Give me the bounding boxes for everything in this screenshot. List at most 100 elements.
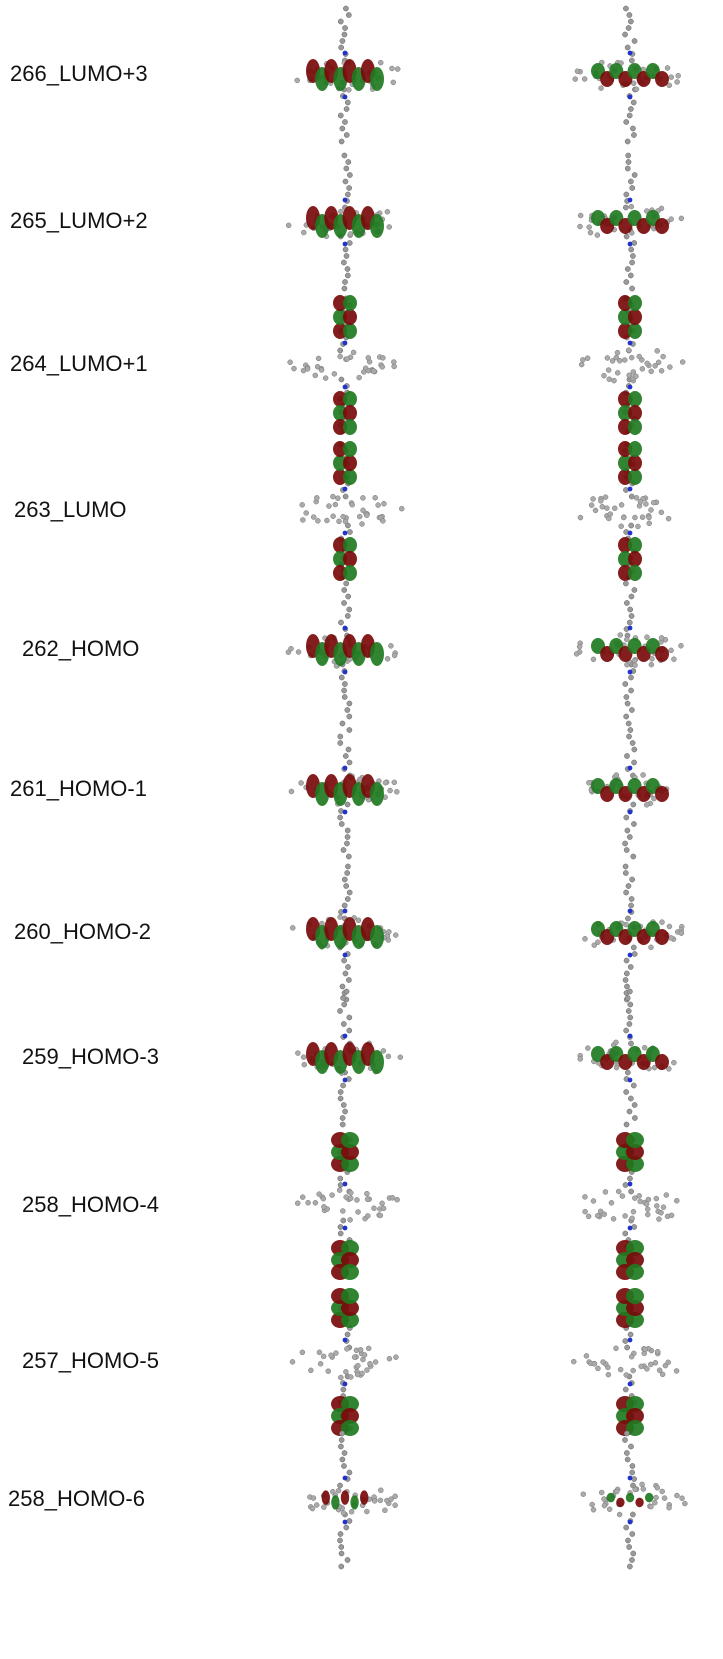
atom — [340, 1209, 345, 1214]
nitrogen — [628, 51, 633, 56]
atom — [339, 821, 344, 826]
atom — [345, 192, 350, 197]
atom — [381, 501, 386, 506]
atom — [317, 1350, 322, 1355]
atom — [648, 1362, 653, 1367]
atom — [301, 230, 306, 235]
atom — [633, 663, 638, 668]
orbital-label: 263_LUMO — [14, 497, 127, 522]
molecule — [307, 1431, 397, 1569]
nitrogen — [343, 385, 348, 390]
atom — [628, 903, 633, 908]
atom — [632, 747, 637, 752]
atom — [630, 1470, 635, 1475]
atom — [360, 495, 365, 500]
atom — [339, 1437, 344, 1442]
molecule — [573, 6, 681, 144]
nitrogen — [628, 385, 633, 390]
orbital-lobe — [626, 1264, 644, 1280]
atom — [337, 1538, 342, 1543]
atom — [348, 231, 353, 236]
atom — [676, 73, 681, 78]
atom — [631, 1209, 636, 1214]
atom — [342, 903, 347, 908]
atom — [340, 984, 345, 989]
atom — [345, 834, 350, 839]
nitrogen — [628, 766, 633, 771]
orbital-lobe — [655, 1054, 669, 1070]
orbital-lobe — [343, 565, 357, 581]
atom — [654, 1196, 659, 1201]
atom — [630, 253, 635, 258]
atom — [649, 945, 654, 950]
atom — [628, 19, 633, 24]
atom — [679, 216, 684, 221]
atom — [591, 1199, 596, 1204]
orbital-lobe — [626, 1288, 644, 1304]
atom — [378, 60, 383, 65]
atom — [624, 600, 629, 605]
atom — [629, 58, 634, 63]
orbital-lobe — [343, 295, 357, 311]
orbital-label: 261_HOMO-1 — [10, 776, 147, 801]
atom — [601, 1497, 606, 1502]
atom — [394, 789, 399, 794]
atom — [627, 12, 632, 17]
atom — [340, 1457, 345, 1462]
atom — [338, 620, 343, 625]
atom — [364, 1191, 369, 1196]
atom — [618, 633, 623, 638]
nitrogen — [343, 670, 348, 675]
atom — [667, 924, 672, 929]
orbital-lobe — [343, 309, 357, 325]
atom — [346, 747, 351, 752]
atom — [315, 518, 320, 523]
atom — [373, 1360, 378, 1365]
atom — [345, 273, 350, 278]
orbital-lobe — [628, 551, 642, 567]
nitrogen — [343, 242, 348, 247]
atom — [603, 495, 608, 500]
atom — [621, 515, 626, 520]
orbital-lobe — [322, 1490, 330, 1504]
atom — [345, 613, 350, 618]
atom — [624, 753, 629, 758]
atom — [627, 1176, 632, 1181]
atom — [625, 139, 630, 144]
atom — [342, 877, 347, 882]
atom — [626, 159, 631, 164]
orbital-lobe — [628, 405, 642, 421]
orbital-lobe — [370, 642, 384, 666]
atom — [386, 929, 391, 934]
atom — [647, 515, 652, 520]
atom — [624, 1089, 629, 1094]
atom — [659, 510, 664, 515]
orbital-lobe — [370, 1050, 384, 1074]
atom — [342, 32, 347, 37]
atom — [671, 1060, 676, 1065]
atom — [628, 1332, 633, 1337]
atom — [625, 166, 630, 171]
atom — [339, 675, 344, 680]
atom — [640, 1482, 645, 1487]
atom — [380, 355, 385, 360]
atom — [321, 1354, 326, 1359]
nitrogen — [343, 1182, 348, 1187]
atom — [631, 100, 636, 105]
atom — [639, 1364, 644, 1369]
atom — [342, 153, 347, 158]
atom — [335, 496, 340, 501]
atom — [644, 1366, 649, 1371]
atom — [669, 648, 674, 653]
atom — [631, 760, 636, 765]
atom — [332, 371, 337, 376]
atom — [638, 1199, 643, 1204]
atom — [665, 65, 670, 70]
atom — [344, 253, 349, 258]
atom — [649, 1504, 654, 1509]
atom — [313, 373, 318, 378]
atom — [302, 1062, 307, 1067]
atom — [571, 1359, 576, 1364]
molecule — [295, 1132, 399, 1280]
atom — [631, 1083, 636, 1088]
